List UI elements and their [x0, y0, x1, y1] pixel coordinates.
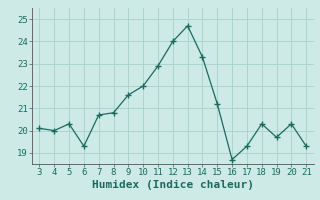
- X-axis label: Humidex (Indice chaleur): Humidex (Indice chaleur): [92, 180, 254, 190]
